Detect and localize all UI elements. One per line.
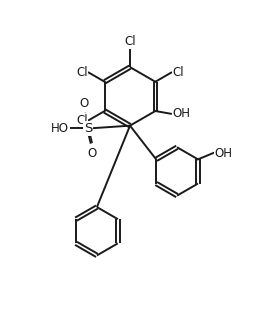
- Text: O: O: [87, 147, 96, 160]
- Text: HO: HO: [51, 122, 69, 135]
- Text: Cl: Cl: [76, 66, 88, 79]
- Text: OH: OH: [214, 147, 232, 159]
- Text: S: S: [84, 122, 92, 135]
- Text: Cl: Cl: [124, 35, 136, 48]
- Text: Cl: Cl: [172, 66, 184, 79]
- Text: OH: OH: [172, 107, 190, 120]
- Text: Cl: Cl: [76, 114, 88, 127]
- Text: O: O: [80, 97, 89, 110]
